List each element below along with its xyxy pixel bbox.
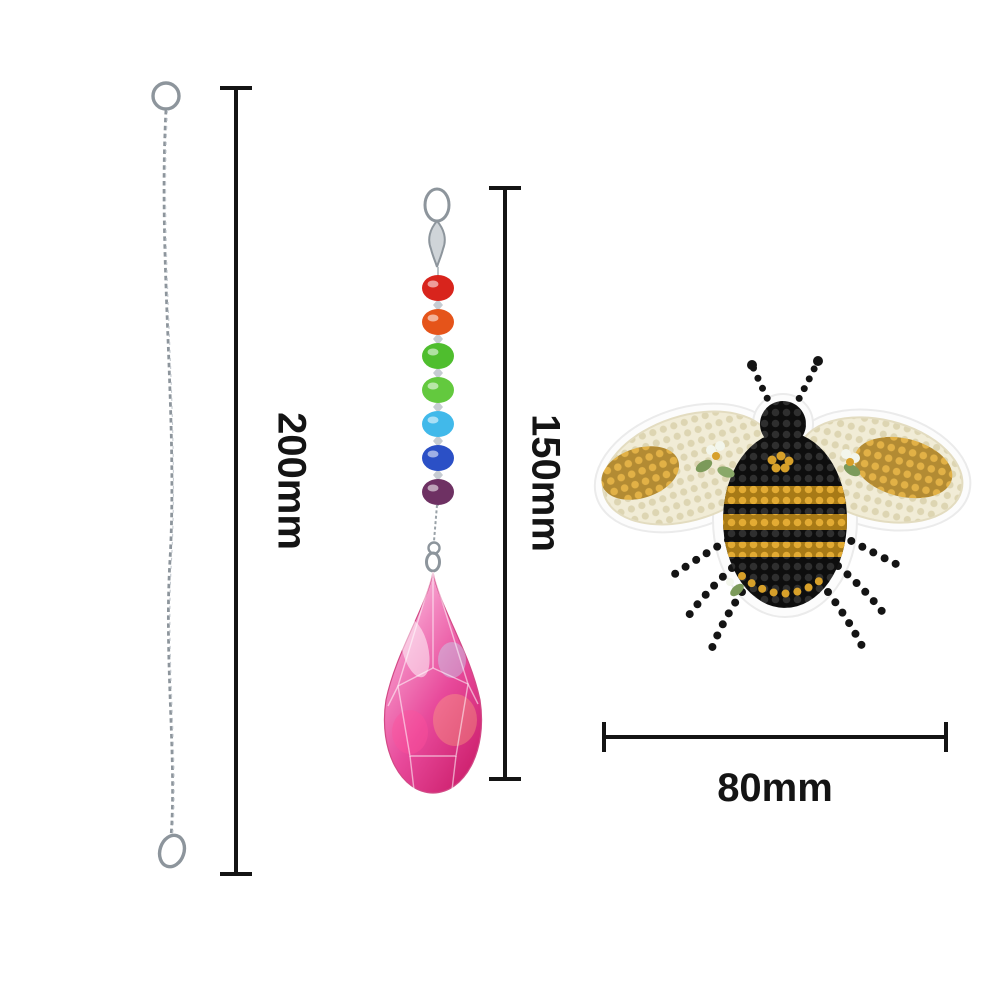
crystal-body (383, 571, 483, 794)
bee-wing-right-gold-patch (854, 436, 953, 499)
flower-left (695, 441, 735, 478)
chain-bottom-ring (157, 833, 187, 869)
bee-width-label: 80mm (717, 766, 833, 810)
diamond-painting-bee (593, 356, 972, 652)
rainbow-beads (422, 275, 454, 505)
bead-highlights (427, 280, 439, 492)
crystal-iridescence (392, 618, 477, 754)
dimension-suncatcher-length: 150mm (489, 186, 567, 781)
bee-antenna-right (790, 359, 821, 412)
suncatcher-length-label: 150mm (523, 414, 567, 552)
dimension-bee-width: 80mm (602, 722, 948, 810)
dimension-chain-length: 200mm (220, 86, 313, 876)
bead-red (422, 275, 454, 301)
bead-blue (422, 445, 454, 471)
flower-right (841, 449, 861, 477)
bead-orange (422, 309, 454, 335)
bead-sky-blue (422, 411, 454, 437)
bee-wing-left-gold-patch (601, 446, 680, 500)
extension-chain (151, 81, 187, 869)
bead-spacers (433, 299, 443, 481)
bee-legs (662, 531, 904, 652)
prism-link-chain (433, 504, 438, 542)
bee-antenna-tip-left (747, 360, 757, 370)
suncatcher-top-ring (423, 187, 451, 223)
bee-gold-stripes (723, 486, 847, 557)
teardrop-crystal (383, 571, 483, 794)
bee-antenna-left (749, 363, 776, 412)
chain-length-label: 200mm (269, 412, 313, 550)
flower-thorax (767, 451, 794, 473)
chain-links (162, 109, 175, 838)
bee-bottom-gold-trim (738, 570, 832, 598)
suncatcher-clip (428, 219, 446, 268)
crystal-facets (387, 571, 479, 791)
bee-antenna-tip-right (813, 356, 823, 366)
chain-top-ring (151, 81, 181, 111)
prism-bail (425, 551, 441, 573)
crystal-suncatcher (383, 187, 483, 794)
greenery-bottom (726, 578, 744, 597)
bead-green (422, 343, 454, 369)
bead-light-green (422, 377, 454, 403)
bead-purple (422, 479, 454, 505)
